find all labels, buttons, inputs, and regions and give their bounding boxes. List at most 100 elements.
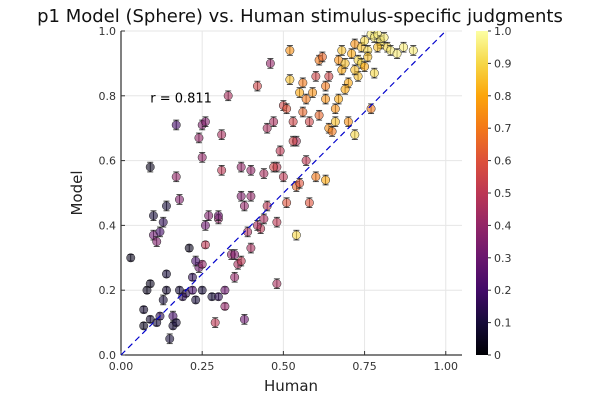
x-tick-label: 0.00 <box>109 360 134 373</box>
data-point <box>360 35 370 46</box>
correlation-annotation: r = 0.811 <box>150 91 212 106</box>
data-point <box>288 135 298 147</box>
point-marker <box>272 279 282 289</box>
colorbar-ticks: 0 0.1 0.2 0.3 0.4 0.5 0.6 0.7 0.8 0.9 1.0 <box>488 25 512 362</box>
point-marker <box>327 126 337 136</box>
data-point <box>408 45 418 56</box>
data-point <box>246 242 256 254</box>
point-marker <box>350 130 360 140</box>
point-marker <box>139 321 149 331</box>
data-point <box>265 58 275 69</box>
point-marker <box>311 172 321 182</box>
data-point <box>317 51 327 63</box>
data-point <box>321 174 331 186</box>
data-point <box>386 45 396 56</box>
point-marker <box>217 165 227 175</box>
point-marker <box>298 107 308 117</box>
data-points <box>126 31 418 345</box>
data-point <box>314 109 324 121</box>
point-marker <box>288 136 298 146</box>
data-point <box>311 171 321 183</box>
point-marker <box>363 52 373 62</box>
x-tick-label: 1.00 <box>434 360 459 373</box>
data-point <box>360 61 370 72</box>
point-marker <box>275 146 285 156</box>
data-point <box>350 129 360 140</box>
point-marker <box>236 191 246 201</box>
data-point <box>210 317 220 328</box>
data-point <box>243 226 253 238</box>
point-marker <box>259 169 269 179</box>
data-point <box>162 269 171 279</box>
y-ticks: 0.0 0.2 0.4 0.6 0.8 1.0 <box>99 25 125 362</box>
data-point <box>330 103 340 115</box>
data-point <box>145 161 155 173</box>
point-marker <box>187 272 197 282</box>
point-marker <box>239 314 249 324</box>
data-point <box>197 285 207 295</box>
point-marker <box>204 211 214 221</box>
data-point <box>340 84 350 95</box>
y-tick-label: 0.2 <box>99 284 117 297</box>
data-point <box>379 32 389 43</box>
data-point <box>295 178 305 189</box>
colorbar-tick-label: 0 <box>494 349 501 362</box>
point-marker <box>158 217 168 227</box>
point-marker <box>337 45 347 55</box>
point-marker <box>334 94 344 104</box>
data-point <box>236 255 246 267</box>
reference-line <box>120 30 447 356</box>
point-marker <box>220 301 230 311</box>
point-marker <box>155 227 165 237</box>
point-marker <box>213 211 223 221</box>
data-point <box>272 216 282 228</box>
point-marker <box>321 81 331 91</box>
point-marker <box>200 117 210 127</box>
point-marker <box>301 156 311 166</box>
data-point <box>187 272 197 282</box>
point-marker <box>373 42 383 52</box>
data-point <box>311 71 321 82</box>
data-point <box>321 80 331 92</box>
x-ticks: 0.00 0.25 0.50 0.75 1.00 <box>109 351 458 373</box>
x-tick-label: 0.50 <box>271 360 296 373</box>
point-marker <box>285 75 295 85</box>
point-marker <box>178 292 188 302</box>
point-marker <box>278 172 288 182</box>
point-marker <box>285 45 295 55</box>
point-marker <box>262 201 272 211</box>
data-point <box>252 220 262 231</box>
point-marker <box>220 285 230 295</box>
data-point <box>213 210 223 221</box>
data-point <box>200 220 210 231</box>
colorbar-tick-label: 0.3 <box>494 252 512 265</box>
data-point <box>278 171 288 183</box>
point-marker <box>145 162 155 172</box>
point-marker <box>139 305 149 315</box>
point-marker <box>152 237 162 247</box>
point-marker <box>350 65 360 75</box>
data-point <box>168 310 178 322</box>
point-marker <box>340 84 350 94</box>
data-point <box>259 213 269 225</box>
data-point <box>304 116 314 127</box>
data-point <box>236 190 246 202</box>
point-marker <box>311 71 321 81</box>
point-marker <box>317 52 327 62</box>
point-marker <box>259 214 269 224</box>
point-marker <box>379 33 389 42</box>
point-marker <box>321 94 331 104</box>
point-marker <box>304 198 314 208</box>
data-point <box>321 93 331 105</box>
point-marker <box>230 250 240 260</box>
data-point <box>187 285 197 295</box>
data-point <box>217 165 227 176</box>
data-point <box>175 194 184 205</box>
data-point <box>356 41 366 53</box>
data-point <box>304 197 314 208</box>
data-point <box>239 200 249 212</box>
point-marker <box>197 285 207 295</box>
point-marker <box>210 318 220 328</box>
point-marker <box>262 123 272 133</box>
